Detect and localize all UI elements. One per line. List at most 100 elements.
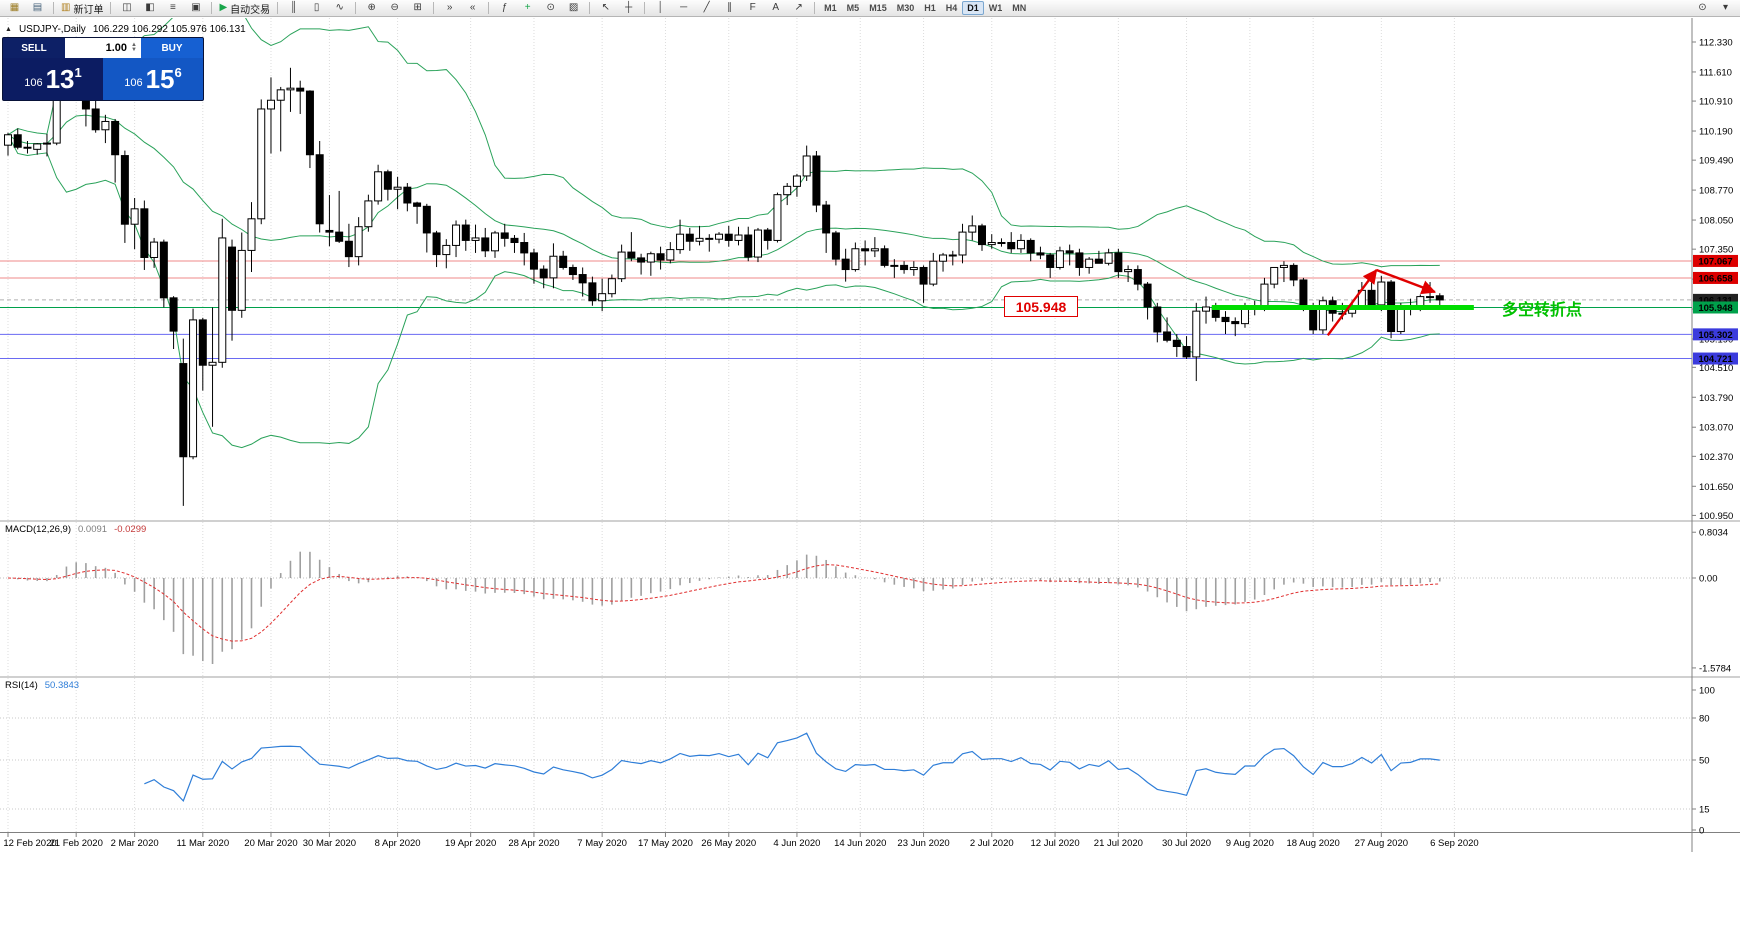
svg-text:18 Aug 2020: 18 Aug 2020 <box>1286 838 1339 849</box>
svg-text:27 Aug 2020: 27 Aug 2020 <box>1355 838 1408 849</box>
svg-text:9 Aug 2020: 9 Aug 2020 <box>1226 838 1274 849</box>
svg-text:110.910: 110.910 <box>1699 97 1733 108</box>
svg-text:0.8034: 0.8034 <box>1699 528 1728 539</box>
tf-button-M5[interactable]: M5 <box>846 3 860 13</box>
lot-spinner[interactable]: ▲ ▼ <box>131 42 137 53</box>
svg-text:104.721: 104.721 <box>1698 354 1733 365</box>
fibonacci-button[interactable]: F <box>741 0 764 17</box>
tf-button-H4[interactable]: H4 <box>945 3 958 13</box>
rsi-indicator-label: RSI(14) 50.3843 <box>5 680 80 691</box>
indicators-button[interactable]: ƒ <box>493 0 516 17</box>
auto-scroll-button[interactable]: » <box>438 0 461 17</box>
zoom-in-button[interactable]: ⊕ <box>360 0 383 17</box>
macd-panel <box>7 551 1441 664</box>
lot-size-input[interactable]: 1.00 ▲ ▼ <box>65 38 141 58</box>
zoom-out-button[interactable]: ⊖ <box>383 0 406 17</box>
search-button[interactable]: ⊙ <box>1691 0 1714 17</box>
trend-arrows[interactable] <box>1326 268 1437 336</box>
data-window-button[interactable]: ◧ <box>138 0 161 17</box>
svg-text:103.790: 103.790 <box>1699 393 1733 404</box>
chart-line-button[interactable]: ∿ <box>328 0 351 17</box>
svg-text:14 Jun 2020: 14 Jun 2020 <box>834 838 886 849</box>
grid-layer <box>7 18 1455 832</box>
spin-down-icon[interactable]: ▼ <box>131 47 137 53</box>
text-tool-button[interactable]: A <box>764 0 787 17</box>
tf-button-M1[interactable]: M1 <box>824 3 837 13</box>
layout-menu-button[interactable]: ▾ <box>1714 0 1737 17</box>
chart-shift-icon: « <box>469 2 476 13</box>
toolbar-separator <box>110 2 112 14</box>
chart-profiles-button[interactable]: ▤ <box>26 0 49 17</box>
channel-button[interactable]: ∥ <box>718 0 741 17</box>
price-note-annotation: 105.948 <box>1004 296 1078 317</box>
tf-button-M30[interactable]: M30 <box>896 3 915 13</box>
price-tag <box>1693 328 1738 341</box>
navigator-button[interactable]: ≡ <box>161 0 184 17</box>
chart-line-icon: ∿ <box>335 2 344 13</box>
buy-label[interactable]: BUY <box>141 38 203 58</box>
data-window-icon: ◧ <box>145 2 155 13</box>
horizontal-line-icon: ─ <box>680 2 688 13</box>
templates-button[interactable]: ▨ <box>562 0 585 17</box>
buy-price-point: 6 <box>174 65 182 80</box>
svg-text:-1.5784: -1.5784 <box>1699 663 1731 674</box>
svg-text:7 May 2020: 7 May 2020 <box>577 838 627 849</box>
crosshair-button[interactable]: ┼ <box>617 0 640 17</box>
svg-text:109.490: 109.490 <box>1699 156 1733 167</box>
vertical-line-button[interactable]: │ <box>649 0 672 17</box>
chart-bars-button[interactable]: ║ <box>282 0 305 17</box>
rsi-panel <box>144 732 1440 802</box>
sell-price-handle: 106 <box>24 77 43 89</box>
trendline-button[interactable]: ╱ <box>695 0 718 17</box>
price-tag <box>1693 271 1738 284</box>
symbol-period-label: USDJPY-,Daily <box>18 24 86 35</box>
market-watch-button[interactable]: ◫ <box>115 0 138 17</box>
chart-shift-button[interactable]: « <box>461 0 484 17</box>
svg-text:100.950: 100.950 <box>1699 511 1733 522</box>
periods-icon: ⊙ <box>546 2 555 13</box>
autotrade-button[interactable]: ▶ 自动交易 <box>216 0 273 17</box>
chart-candles-icon: ▯ <box>313 2 320 13</box>
new-order-button[interactable]: ▥ 新订单 <box>58 0 106 17</box>
svg-text:8 Apr 2020: 8 Apr 2020 <box>375 838 421 849</box>
periods-button[interactable]: ⊙ <box>539 0 562 17</box>
arrow-tool-button[interactable]: ↗ <box>787 0 810 17</box>
zoom-in-icon: ⊕ <box>367 2 376 13</box>
add-indicator-button[interactable]: + <box>516 0 539 17</box>
svg-text:6 Sep 2020: 6 Sep 2020 <box>1430 838 1479 849</box>
tf-button-M15[interactable]: M15 <box>869 3 887 13</box>
svg-text:2 Jul 2020: 2 Jul 2020 <box>970 838 1014 849</box>
new-chart-button[interactable]: ▦ <box>3 0 26 17</box>
chart-background <box>0 18 1740 852</box>
tf-button-W1[interactable]: W1 <box>988 3 1003 13</box>
collapse-trade-panel-icon[interactable]: ▲ <box>5 26 12 33</box>
cursor-icon: ↖ <box>601 2 610 13</box>
tf-button-D1[interactable]: D1 <box>962 1 984 15</box>
svg-text:112.330: 112.330 <box>1699 38 1733 49</box>
toolbar-separator <box>488 2 490 14</box>
sell-price-button[interactable]: 106 13 1 <box>3 58 103 100</box>
sell-price-pips: 13 <box>45 64 75 94</box>
svg-text:15: 15 <box>1699 805 1710 816</box>
horizontal-line-button[interactable]: ─ <box>672 0 695 17</box>
tf-button-MN[interactable]: MN <box>1012 3 1027 13</box>
spin-up-icon[interactable]: ▲ <box>131 42 137 48</box>
tf-button-H1[interactable]: H1 <box>924 3 936 13</box>
terminal-button[interactable]: ▣ <box>184 0 207 17</box>
svg-text:4 Jun 2020: 4 Jun 2020 <box>773 838 820 849</box>
svg-text:20 Mar 2020: 20 Mar 2020 <box>244 838 297 849</box>
tile-windows-button[interactable]: ⊞ <box>406 0 429 17</box>
chart-candles-button[interactable]: ▯ <box>305 0 328 17</box>
sell-label[interactable]: SELL <box>3 38 65 58</box>
terminal-icon: ▣ <box>191 2 201 13</box>
cursor-button[interactable]: ↖ <box>594 0 617 17</box>
add-indicator-icon: + <box>524 2 531 13</box>
new-order-icon: ▥ <box>61 2 71 13</box>
fibonacci-icon: F <box>749 2 756 13</box>
buy-price-handle: 106 <box>124 77 143 89</box>
svg-text:100: 100 <box>1699 686 1715 697</box>
svg-text:0.00: 0.00 <box>1699 574 1718 585</box>
buy-price-button[interactable]: 106 15 6 <box>103 58 203 100</box>
